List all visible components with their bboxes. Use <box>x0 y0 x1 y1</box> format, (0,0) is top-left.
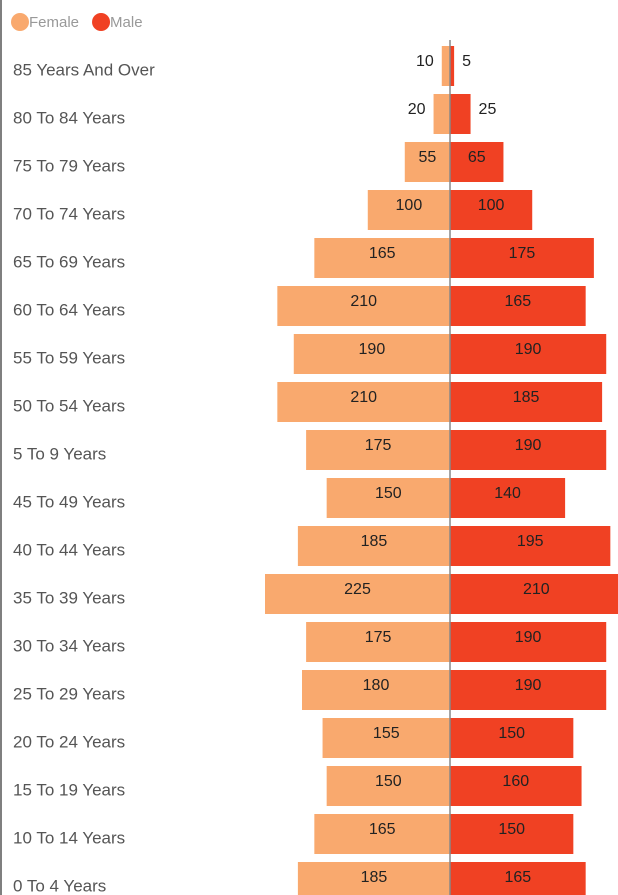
bar <box>450 286 586 326</box>
bar <box>450 814 574 854</box>
value-label: 185 <box>513 389 540 406</box>
value-label: 165 <box>504 293 531 310</box>
bar <box>450 94 471 134</box>
value-label: 10 <box>416 53 434 70</box>
category-label: 65 To 69 Years <box>13 252 125 271</box>
bar <box>404 142 450 182</box>
value-label: 225 <box>344 581 371 598</box>
category-label: 20 To 24 Years <box>13 732 125 751</box>
bar <box>450 862 586 895</box>
bar <box>326 766 450 806</box>
bar <box>450 238 594 278</box>
bar <box>450 478 566 518</box>
value-label: 65 <box>468 149 486 166</box>
value-label: 160 <box>502 773 529 790</box>
value-label: 25 <box>479 101 497 118</box>
bar <box>277 286 450 326</box>
value-label: 190 <box>515 341 542 358</box>
value-label: 190 <box>515 629 542 646</box>
value-label: 185 <box>361 533 388 550</box>
bar <box>450 142 504 182</box>
bar <box>450 46 455 86</box>
value-label: 175 <box>365 437 392 454</box>
bar <box>297 526 450 566</box>
category-label: 80 To 84 Years <box>13 108 125 127</box>
value-label: 100 <box>396 197 423 214</box>
bar <box>277 382 450 422</box>
legend-label: Female <box>29 14 79 31</box>
category-label: 60 To 64 Years <box>13 300 125 319</box>
value-label: 150 <box>375 485 402 502</box>
bar <box>433 94 450 134</box>
value-label: 150 <box>375 773 402 790</box>
category-label: 75 To 79 Years <box>13 156 125 175</box>
bar <box>302 670 450 710</box>
bar <box>450 766 582 806</box>
category-label: 45 To 49 Years <box>13 492 125 511</box>
bar <box>306 622 450 662</box>
value-label: 190 <box>515 437 542 454</box>
value-label: 190 <box>359 341 386 358</box>
value-label: 55 <box>418 149 436 166</box>
bar <box>314 238 450 278</box>
value-label: 100 <box>478 197 505 214</box>
bar <box>450 574 618 614</box>
category-label: 55 To 59 Years <box>13 348 125 367</box>
category-label: 40 To 44 Years <box>13 540 125 559</box>
value-label: 165 <box>369 821 396 838</box>
category-label: 0 To 4 Years <box>13 876 106 895</box>
legend-label: Male <box>110 14 143 31</box>
bar <box>450 670 607 710</box>
bar <box>326 478 450 518</box>
bar <box>322 718 450 758</box>
value-label: 175 <box>365 629 392 646</box>
bar <box>293 334 450 374</box>
category-label: 85 Years And Over <box>13 60 155 79</box>
bar <box>450 718 574 758</box>
value-label: 150 <box>498 725 525 742</box>
bar <box>367 190 450 230</box>
value-label: 195 <box>517 533 544 550</box>
value-label: 190 <box>515 677 542 694</box>
bar <box>450 190 533 230</box>
bar <box>306 430 450 470</box>
category-label: 25 To 29 Years <box>13 684 125 703</box>
bar <box>297 862 450 895</box>
value-label: 210 <box>350 389 377 406</box>
value-label: 165 <box>504 869 531 886</box>
bar <box>450 430 607 470</box>
legend-swatch <box>92 13 111 31</box>
value-label: 5 <box>462 53 471 70</box>
bar <box>450 334 607 374</box>
value-label: 210 <box>523 581 550 598</box>
category-label: 10 To 14 Years <box>13 828 125 847</box>
value-label: 150 <box>498 821 525 838</box>
value-label: 20 <box>408 101 426 118</box>
bar <box>450 526 611 566</box>
bar <box>450 382 603 422</box>
category-label: 35 To 39 Years <box>13 588 125 607</box>
legend-swatch <box>11 13 29 31</box>
value-label: 175 <box>509 245 536 262</box>
category-label: 5 To 9 Years <box>13 444 106 463</box>
value-label: 155 <box>373 725 400 742</box>
value-label: 210 <box>350 293 377 310</box>
value-label: 180 <box>363 677 390 694</box>
value-label: 165 <box>369 245 396 262</box>
bar <box>265 574 450 614</box>
bar <box>450 622 607 662</box>
value-label: 140 <box>494 485 521 502</box>
category-label: 70 To 74 Years <box>13 204 125 223</box>
category-label: 15 To 19 Years <box>13 780 125 799</box>
bar <box>441 46 450 86</box>
category-label: 30 To 34 Years <box>13 636 125 655</box>
bar <box>314 814 450 854</box>
category-label: 50 To 54 Years <box>13 396 125 415</box>
value-label: 185 <box>361 869 388 886</box>
